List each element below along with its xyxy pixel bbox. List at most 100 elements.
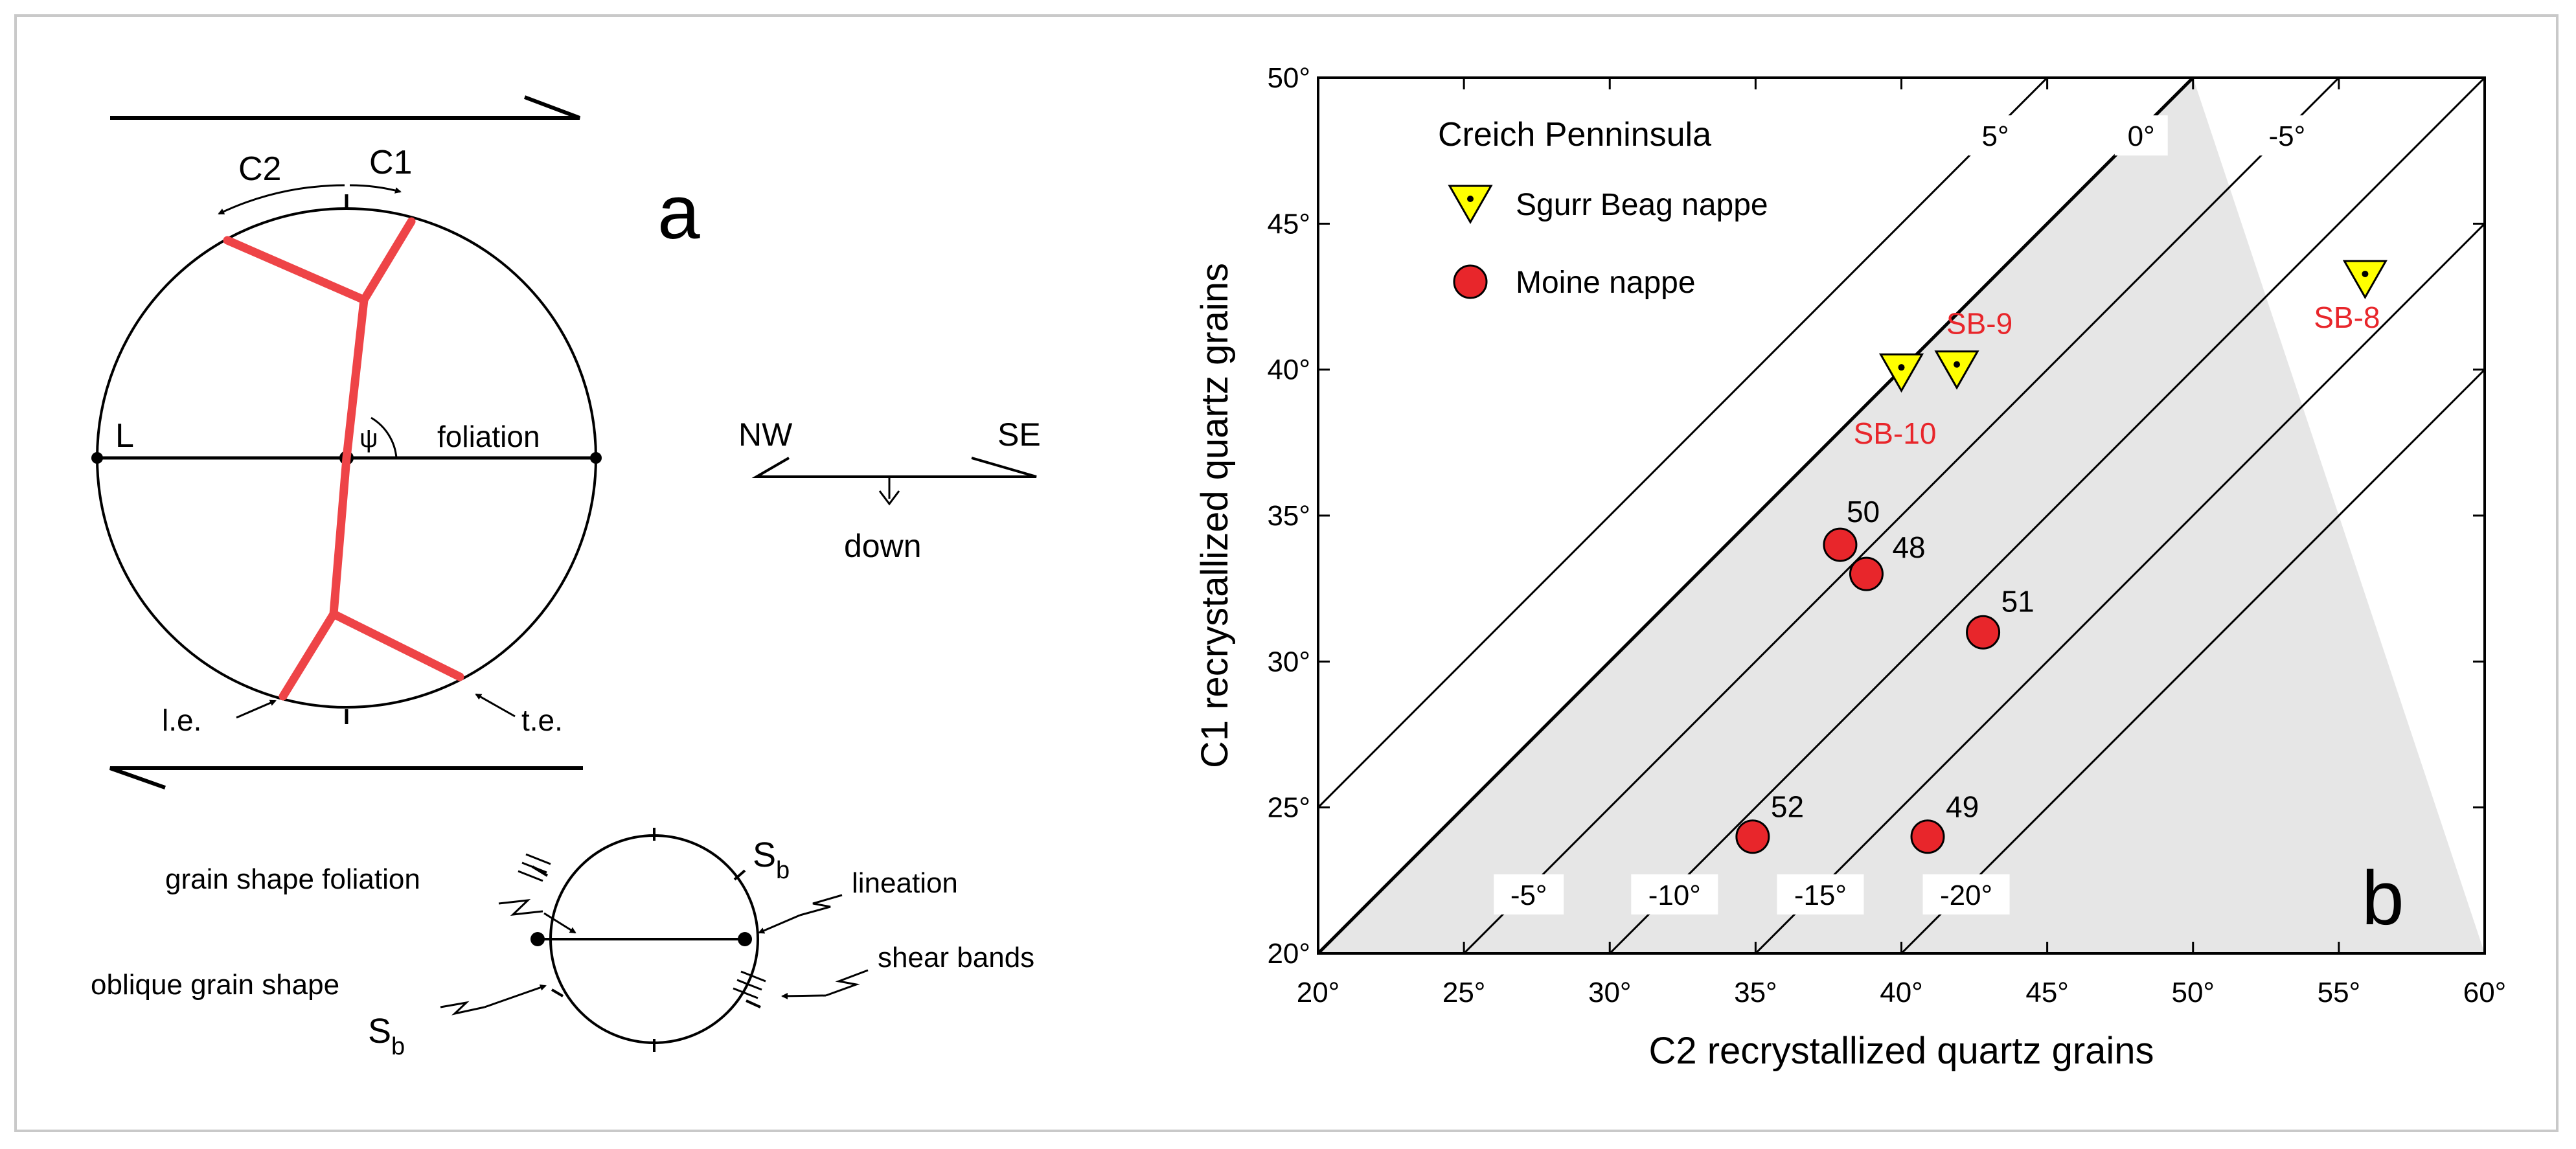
legend-circle-marker [1453, 264, 1488, 299]
lin-squiggle [799, 894, 843, 916]
top-shear-arrow [110, 95, 581, 120]
x-tick-label: 20° [1297, 977, 1340, 1008]
x-tick-label: 25° [1442, 977, 1486, 1008]
x-tick-label: 45° [2025, 977, 2069, 1008]
grain-shape-foliation-label: grain shape foliation [165, 863, 420, 895]
ref-line--20 [1900, 369, 2485, 953]
panel-b-chart: 20° 25° 30° 35° 40° 45° 50° 55° 60° 20° 25° 30° 35° 4… [1194, 62, 2506, 1072]
ref-label-top: 0° [2128, 120, 2155, 152]
y-axis-label: C1 recrystallized quartz grains [1194, 263, 1236, 768]
ref-label-bottom-bg [1494, 874, 1564, 915]
foliation-label: foliation [437, 420, 540, 453]
sbd-squiggle [825, 969, 869, 997]
ref-label-top-bg [2251, 115, 2322, 156]
bottom-shear-arrow [109, 766, 583, 790]
y-tick-label: 45° [1267, 208, 1310, 240]
y-tick-label: 30° [1267, 646, 1310, 677]
legend-entry-label: Moine nappe [1516, 266, 1696, 300]
legend: Creich Penninsula Sgurr Beag nappe Moine n… [1438, 116, 1768, 300]
data-point-triangle [1878, 353, 1924, 393]
data-point-label: SB-9 [1946, 307, 2012, 341]
ref-line-0 [1318, 78, 2194, 953]
legend-title: Creich Penninsula [1438, 116, 1711, 154]
ref-label-top-bg [1968, 115, 2022, 156]
shear-bands-label: shear bands [878, 942, 1034, 973]
ref-label-bottom: -20° [1940, 880, 1992, 911]
oblique-grain-shape-label: oblique grain shape [91, 969, 339, 1001]
legend-triangle-marker [1448, 185, 1493, 225]
data-point-circle [1849, 556, 1884, 591]
down-label: down [844, 528, 922, 564]
sbd-arrow [781, 992, 826, 999]
data-point-triangle [2342, 260, 2388, 299]
data-point-circle [1735, 819, 1770, 854]
ref-label-bottom: -10° [1648, 880, 1701, 911]
panel-a-letter: a [657, 170, 700, 255]
data-point-circle [1823, 527, 1858, 562]
ref-label-bottom-bg [1922, 874, 2010, 915]
gsf-arrow [543, 912, 576, 934]
ogs-arrow [484, 984, 547, 1008]
data-point-triangle-dot [2362, 270, 2369, 277]
grain-boundaries [223, 217, 464, 701]
gsf-squiggle [498, 899, 543, 916]
l-label: L [115, 417, 134, 455]
le-arrow [236, 700, 277, 719]
y-tick-label: 35° [1267, 500, 1310, 532]
data-point-triangle-dot [1898, 364, 1905, 371]
y-tick-label: 50° [1267, 62, 1310, 94]
ref-line--10 [1609, 78, 2485, 953]
x-tick-label: 55° [2318, 977, 2361, 1008]
c2-label: C2 [238, 150, 281, 188]
plot-area-layer [1318, 78, 2485, 953]
y-tick-label: 20° [1267, 938, 1310, 970]
ref-line--15 [1755, 223, 2485, 953]
x-tick-label: 60° [2463, 977, 2507, 1008]
nw-se-bar [751, 457, 1037, 478]
data-point-label: 50 [1847, 495, 1880, 529]
lineation-label: lineation [852, 867, 958, 899]
shear-band-hatches [518, 853, 766, 999]
ref-label-top-bg [2114, 115, 2168, 156]
ref-line--5 [1463, 78, 2340, 953]
down-arrow-head [878, 490, 900, 506]
ref-line-5 [1318, 78, 2048, 808]
sb-left-label: Sb [368, 1012, 405, 1060]
foliation-left-dot [91, 452, 103, 464]
data-point-triangle [1934, 350, 1979, 390]
te-arrow [475, 693, 516, 718]
ogs-squiggle [440, 1001, 485, 1016]
ref-label-top: -5° [2268, 120, 2305, 152]
ref-label-bottom-bg [1631, 874, 1718, 915]
sb-right-label: Sb [753, 836, 790, 884]
foliation-right-dot [590, 452, 602, 464]
legend-entry-label: Sgurr Beag nappe [1516, 188, 1768, 222]
nw-label: NW [738, 416, 793, 453]
te-label: t.e. [521, 703, 563, 737]
x-axis-label: C2 recrystallized quartz grains [1648, 1030, 2154, 1072]
y-tick-label: 25° [1267, 792, 1310, 824]
se-label: SE [997, 416, 1041, 453]
data-point-triangle-dot [1954, 361, 1961, 368]
data-point-circle [1910, 819, 1945, 854]
ref-label-bottom: -5° [1510, 880, 1547, 911]
panel-b-letter: b [2362, 856, 2404, 941]
x-tick-label: 40° [1880, 977, 1923, 1008]
data-point-label: 48 [1892, 530, 1925, 564]
x-tick-label: 35° [1734, 977, 1777, 1008]
c2-arc [218, 184, 345, 215]
data-point-label: SB-8 [2314, 301, 2380, 334]
psi-arc [370, 416, 398, 459]
data-point-label: 52 [1771, 790, 1804, 824]
legend-triangle-dot [1467, 196, 1474, 202]
le-label: l.e. [162, 703, 201, 737]
data-point-label: 49 [1946, 790, 1979, 824]
panel-a: ψ C2 C1 L foliation l.e. t.e. a NW SE do… [91, 95, 1041, 1060]
c1-label: C1 [369, 144, 412, 181]
small-right-dot [738, 932, 752, 946]
ref-label-top: 5° [1982, 120, 2009, 152]
data-point-label: SB-10 [1854, 416, 1937, 450]
data-point-circle [1966, 615, 2001, 650]
ref-label-bottom: -15° [1794, 880, 1847, 911]
